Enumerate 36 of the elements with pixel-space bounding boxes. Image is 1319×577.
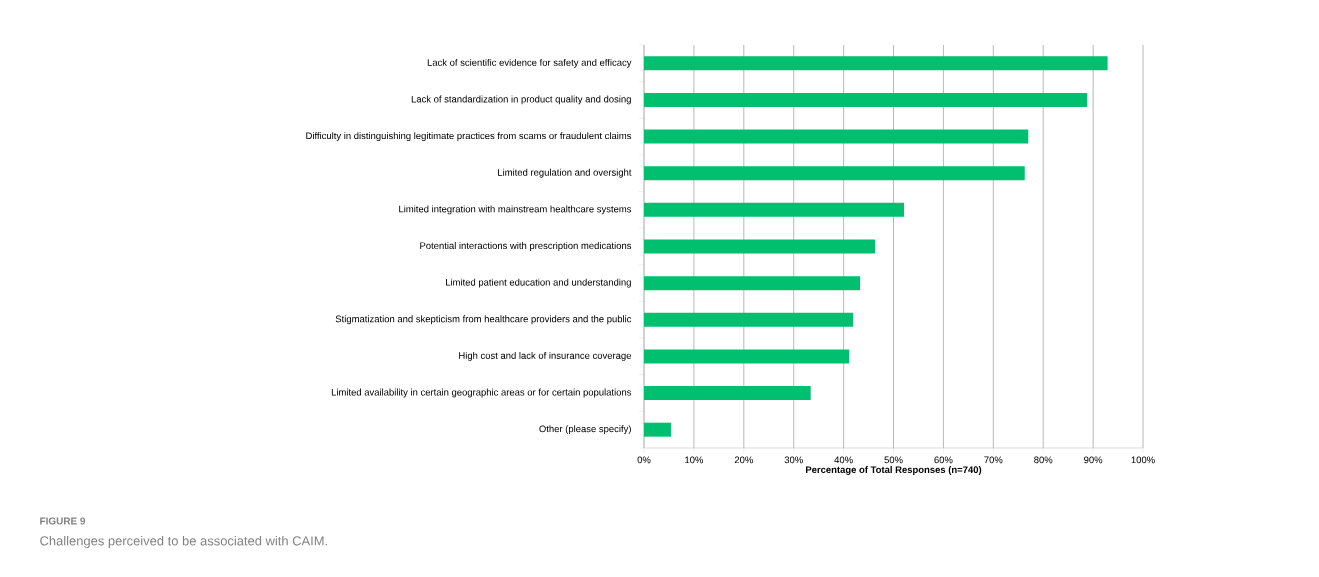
y-tick-label: Limited availability in certain geographic areas or for certain populations bbox=[331, 388, 632, 398]
bar bbox=[644, 56, 1108, 71]
bar bbox=[644, 422, 671, 437]
x-axis-title: Percentage of Total Responses (n=740) bbox=[806, 466, 982, 475]
bar bbox=[644, 166, 1025, 181]
x-tick-label: 20% bbox=[734, 456, 753, 464]
caption: FIGURE 9 bbox=[40, 517, 86, 525]
x-tick-label: 10% bbox=[685, 456, 704, 464]
bar bbox=[644, 239, 876, 254]
text: Challenges perceived to be associated with CAIM. bbox=[40, 535, 327, 549]
bar bbox=[644, 276, 861, 291]
x-tick-label: 0% bbox=[637, 456, 651, 464]
y-tick-label: Lack of standardization in product quality and dosing bbox=[411, 95, 631, 105]
y-tick-label: Limited integration with mainstream healthcare systems bbox=[399, 205, 632, 215]
bar bbox=[644, 349, 850, 364]
bar bbox=[644, 129, 1029, 144]
bar bbox=[644, 312, 854, 327]
y-tick-label: Lack of scientific evidence for safety and efficacy bbox=[427, 58, 632, 68]
x-tick-label: 40% bbox=[834, 456, 853, 464]
x-tick-label: 70% bbox=[984, 456, 1003, 464]
bar bbox=[644, 92, 1088, 107]
y-tick-label: Difficulty in distinguishing legitimate practices from scams or fraudulent claims bbox=[306, 132, 632, 141]
y-tick-label: High cost and lack of insurance coverage bbox=[459, 351, 632, 361]
bar bbox=[644, 202, 904, 217]
x-tick-label: 50% bbox=[884, 456, 903, 464]
y-tick-label: Potential interactions with prescription medications bbox=[420, 242, 632, 251]
x-tick-label: 90% bbox=[1084, 456, 1103, 464]
x-tick-label: 80% bbox=[1034, 456, 1053, 464]
y-tick-label: Stigmatization and skepticism from healthcare providers and the public bbox=[335, 315, 632, 325]
y-tick-label: Other (please specify) bbox=[539, 425, 631, 435]
y-tick-label: Limited patient education and understanding bbox=[446, 278, 631, 288]
y-tick-label: Limited regulation and oversight bbox=[498, 168, 632, 178]
bar bbox=[644, 386, 811, 401]
x-tick-label: 60% bbox=[934, 456, 953, 464]
x-tick-label: 30% bbox=[784, 456, 803, 464]
x-tick-label: 100% bbox=[1131, 456, 1155, 464]
